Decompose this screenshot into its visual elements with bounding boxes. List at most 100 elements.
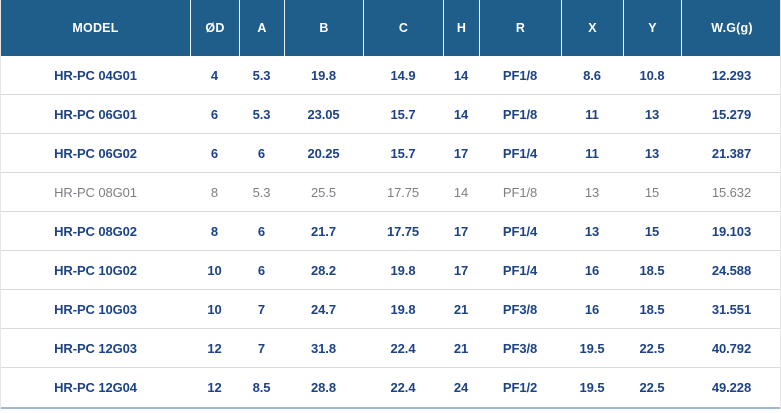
header-cell-x: X xyxy=(561,0,623,56)
value-cell: 17 xyxy=(453,262,469,278)
value-cell: 5.3 xyxy=(252,106,271,122)
value-cell: 8 xyxy=(210,223,219,239)
value-cell: 14 xyxy=(453,67,469,83)
value-cell: 14 xyxy=(453,106,469,122)
value-cell: 13 xyxy=(584,184,600,200)
value-cell: PF1/8 xyxy=(502,106,538,122)
table-row: HR-PC 04G01 4 5.3 19.8 14.9 14 PF1/8 8.6 10.8 12.… xyxy=(1,56,780,95)
value-cell: 13 xyxy=(644,145,660,161)
table-row: HR-PC 06G01 6 5.3 23.05 15.7 14 PF1/8 11 13 15.27… xyxy=(1,95,780,134)
value-cell: 28.2 xyxy=(311,262,336,278)
value-cell: PF1/4 xyxy=(502,223,538,239)
value-cell: 13 xyxy=(584,223,600,239)
value-cell: 22.5 xyxy=(639,380,665,395)
model-cell: HR-PC 06G01 xyxy=(54,106,137,122)
value-cell: PF3/8 xyxy=(502,301,538,317)
value-cell: 24.588 xyxy=(711,262,752,278)
value-cell: 4 xyxy=(210,67,219,83)
value-cell: 5.3 xyxy=(252,67,271,83)
value-cell: 18.5 xyxy=(639,301,665,317)
value-cell: 20.25 xyxy=(307,145,340,161)
value-cell: 31.551 xyxy=(711,301,752,317)
value-cell: 14.9 xyxy=(390,67,416,83)
value-cell: 7 xyxy=(257,301,266,317)
header-cell-a: A xyxy=(239,0,284,56)
value-cell: 19.103 xyxy=(711,223,752,239)
header-cell-od: ØD xyxy=(190,0,239,56)
value-cell: 6 xyxy=(257,223,266,239)
value-cell: 6 xyxy=(257,262,266,278)
table-row: HR-PC 10G03 10 7 24.7 19.8 21 PF3/8 16 18.5 31.55… xyxy=(1,290,780,329)
value-cell: 11 xyxy=(585,145,599,161)
value-cell: 19.8 xyxy=(390,262,416,278)
header-cell-h: H xyxy=(443,0,479,56)
table-body: HR-PC 04G01 4 5.3 19.8 14.9 14 PF1/8 8.6 10.8 12.… xyxy=(1,56,780,409)
value-cell: 18.5 xyxy=(639,262,665,278)
value-cell: 21 xyxy=(453,340,469,356)
value-cell: 6 xyxy=(257,145,266,161)
value-cell: 15.279 xyxy=(711,106,752,122)
value-cell: 6 xyxy=(210,145,219,161)
value-cell: 22.4 xyxy=(390,340,416,356)
value-cell: 5.3 xyxy=(252,184,271,200)
value-cell: 17.75 xyxy=(386,184,420,200)
value-cell: 21 xyxy=(453,301,469,317)
value-cell: 8.6 xyxy=(583,67,601,83)
value-cell: 28.8 xyxy=(311,380,336,395)
value-cell: 15 xyxy=(644,223,660,239)
value-cell: 10 xyxy=(207,262,222,278)
model-cell: HR-PC 04G01 xyxy=(54,67,137,83)
table-row: HR-PC 08G01 8 5.3 25.5 17.75 14 PF1/8 13 15 15.63… xyxy=(1,173,780,212)
value-cell: 12.293 xyxy=(711,67,752,83)
value-cell: 19.8 xyxy=(311,67,336,83)
value-cell: 23.05 xyxy=(307,106,340,122)
table-row: HR-PC 12G03 12 7 31.8 22.4 21 PF3/8 19.5 22.5 40.… xyxy=(1,329,780,368)
value-cell: 6 xyxy=(210,106,219,122)
table-row: HR-PC 06G02 6 6 20.25 15.7 17 PF1/4 11 13 21.387 xyxy=(1,134,780,173)
value-cell: PF1/8 xyxy=(502,184,538,200)
header-cell-r: R xyxy=(479,0,561,56)
value-cell: PF3/8 xyxy=(502,340,538,356)
header-cell-c: C xyxy=(363,0,443,56)
table-row: HR-PC 12G04 12 8.5 28.8 22.4 24 PF1/2 19.5 22.5 4… xyxy=(1,368,780,407)
value-cell: 17 xyxy=(453,223,469,239)
value-cell: 22.4 xyxy=(390,380,416,395)
value-cell: 24 xyxy=(453,380,469,395)
value-cell: 17 xyxy=(453,145,469,161)
model-cell: HR-PC 08G02 xyxy=(54,223,137,239)
value-cell: 19.8 xyxy=(390,301,416,317)
value-cell: 22.5 xyxy=(639,340,665,356)
value-cell: 15.7 xyxy=(390,145,416,161)
table-header-row: MODEL ØD A B C H R X Y W.G(g) xyxy=(1,0,780,56)
value-cell: 10 xyxy=(207,301,222,317)
value-cell: PF1/4 xyxy=(502,145,538,161)
value-cell: 15 xyxy=(644,184,660,200)
value-cell: 49.228 xyxy=(711,380,752,395)
table-row: HR-PC 10G02 10 6 28.2 19.8 17 PF1/4 16 18.5 24.58… xyxy=(1,251,780,290)
value-cell: 17.75 xyxy=(386,223,420,239)
table-row: HR-PC 08G02 8 6 21.7 17.75 17 PF1/4 13 15 19.103 xyxy=(1,212,780,251)
value-cell: 12 xyxy=(207,340,222,356)
value-cell: 24.7 xyxy=(311,301,336,317)
value-cell: 16 xyxy=(584,301,600,317)
value-cell: 21.7 xyxy=(311,223,336,239)
value-cell: 31.8 xyxy=(311,340,336,356)
model-cell: HR-PC 12G03 xyxy=(54,340,137,356)
value-cell: 11 xyxy=(585,106,599,122)
value-cell: 12 xyxy=(207,380,222,395)
model-cell: HR-PC 06G02 xyxy=(54,145,137,161)
value-cell: 15.7 xyxy=(390,106,416,122)
value-cell: 7 xyxy=(257,340,266,356)
value-cell: 8.5 xyxy=(252,380,271,395)
value-cell: 19.5 xyxy=(579,340,605,356)
model-cell: HR-PC 12G04 xyxy=(54,380,137,395)
header-cell-model: MODEL xyxy=(72,21,119,35)
value-cell: 15.632 xyxy=(711,184,752,200)
header-cell-b: B xyxy=(284,0,363,56)
value-cell: PF1/2 xyxy=(502,380,538,395)
header-cell-y: Y xyxy=(623,0,681,56)
model-cell: HR-PC 08G01 xyxy=(54,184,137,200)
value-cell: PF1/4 xyxy=(502,262,538,278)
